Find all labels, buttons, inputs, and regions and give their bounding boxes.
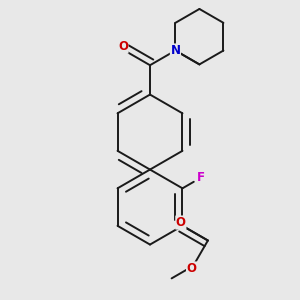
Text: O: O [176,216,186,229]
Text: N: N [170,44,180,57]
Text: O: O [118,40,128,53]
Text: O: O [187,262,196,275]
Text: F: F [197,171,205,184]
